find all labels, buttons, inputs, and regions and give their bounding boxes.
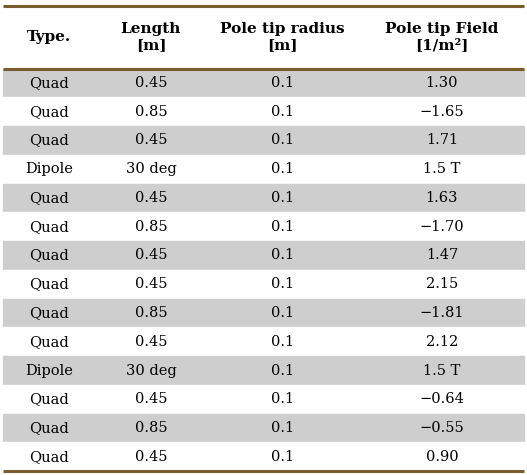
Text: 0.1: 0.1: [271, 335, 294, 349]
Bar: [3, 212, 524, 241]
Bar: [3, 299, 524, 327]
Bar: [3, 155, 524, 183]
Text: 0.1: 0.1: [271, 162, 294, 176]
Text: 0.90: 0.90: [426, 450, 458, 464]
Bar: [3, 442, 524, 471]
Text: 2.15: 2.15: [426, 277, 458, 291]
Bar: [3, 68, 524, 97]
Text: −0.55: −0.55: [419, 421, 464, 435]
Text: 0.45: 0.45: [135, 277, 167, 291]
Text: 1.47: 1.47: [426, 248, 458, 263]
Text: Quad: Quad: [30, 76, 69, 90]
Bar: [3, 327, 524, 356]
Text: 0.45: 0.45: [135, 450, 167, 464]
Text: Quad: Quad: [30, 335, 69, 349]
Text: Dipole: Dipole: [25, 162, 73, 176]
Text: 0.85: 0.85: [134, 220, 167, 234]
Text: 30 deg: 30 deg: [125, 162, 177, 176]
Bar: [3, 6, 524, 68]
Text: −0.64: −0.64: [419, 392, 464, 406]
Bar: [3, 241, 524, 270]
Text: 0.1: 0.1: [271, 104, 294, 119]
Text: 0.45: 0.45: [135, 248, 167, 263]
Bar: [3, 356, 524, 385]
Text: Quad: Quad: [30, 450, 69, 464]
Text: −1.65: −1.65: [419, 104, 464, 119]
Text: 1.5 T: 1.5 T: [423, 162, 461, 176]
Text: 0.1: 0.1: [271, 306, 294, 320]
Bar: [3, 183, 524, 212]
Text: Quad: Quad: [30, 248, 69, 263]
Text: 2.12: 2.12: [426, 335, 458, 349]
Text: 0.1: 0.1: [271, 76, 294, 90]
Text: Quad: Quad: [30, 104, 69, 119]
Bar: [3, 414, 524, 442]
Text: Pole tip radius
[m]: Pole tip radius [m]: [220, 22, 345, 52]
Text: 30 deg: 30 deg: [125, 363, 177, 378]
Text: 0.1: 0.1: [271, 220, 294, 234]
Text: 1.30: 1.30: [426, 76, 458, 90]
Text: 0.45: 0.45: [135, 133, 167, 147]
Bar: [3, 126, 524, 155]
Text: 0.1: 0.1: [271, 277, 294, 291]
Text: −1.81: −1.81: [419, 306, 464, 320]
Text: 0.85: 0.85: [134, 306, 167, 320]
Text: 0.45: 0.45: [135, 392, 167, 406]
Text: 0.85: 0.85: [134, 421, 167, 435]
Text: 0.1: 0.1: [271, 363, 294, 378]
Text: Quad: Quad: [30, 220, 69, 234]
Bar: [3, 270, 524, 299]
Text: 1.63: 1.63: [426, 191, 458, 205]
Text: Quad: Quad: [30, 277, 69, 291]
Text: Dipole: Dipole: [25, 363, 73, 378]
Text: Quad: Quad: [30, 133, 69, 147]
Text: 0.45: 0.45: [135, 335, 167, 349]
Text: −1.70: −1.70: [419, 220, 464, 234]
Text: 0.45: 0.45: [135, 191, 167, 205]
Text: Quad: Quad: [30, 306, 69, 320]
Text: 1.5 T: 1.5 T: [423, 363, 461, 378]
Text: Quad: Quad: [30, 392, 69, 406]
Text: 0.45: 0.45: [135, 76, 167, 90]
Text: 0.1: 0.1: [271, 421, 294, 435]
Text: Quad: Quad: [30, 421, 69, 435]
Text: Length
[m]: Length [m]: [121, 22, 181, 52]
Text: Type.: Type.: [27, 30, 72, 44]
Bar: [3, 385, 524, 414]
Text: Pole tip Field
[1/m²]: Pole tip Field [1/m²]: [385, 22, 499, 52]
Text: 0.1: 0.1: [271, 392, 294, 406]
Text: 0.1: 0.1: [271, 248, 294, 263]
Text: Quad: Quad: [30, 191, 69, 205]
Text: 0.85: 0.85: [134, 104, 167, 119]
Bar: [3, 97, 524, 126]
Text: 0.1: 0.1: [271, 133, 294, 147]
Text: 1.71: 1.71: [426, 133, 458, 147]
Text: 0.1: 0.1: [271, 450, 294, 464]
Text: 0.1: 0.1: [271, 191, 294, 205]
